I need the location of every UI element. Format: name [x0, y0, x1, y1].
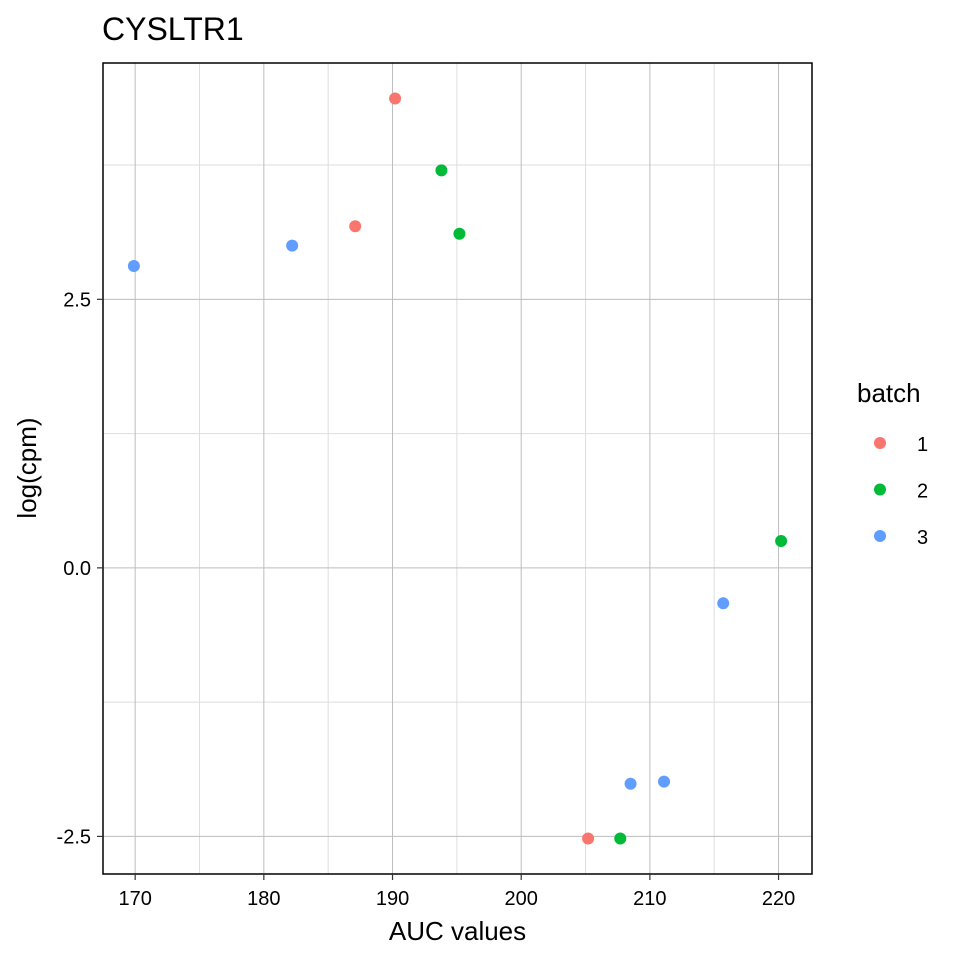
data-points — [127, 92, 788, 845]
data-point-batch-2 — [435, 164, 448, 177]
legend-label-2: 2 — [917, 481, 928, 503]
chart-title: CYSLTR1 — [102, 11, 244, 47]
y-axis: -2.5 0.0 2.5 — [57, 289, 103, 848]
data-point-batch-2 — [453, 227, 466, 240]
legend-items: 1 2 3 — [874, 434, 928, 549]
data-point-batch-1 — [389, 92, 402, 105]
data-point-batch-3 — [658, 775, 671, 788]
legend-label-1: 1 — [917, 434, 928, 456]
data-point-batch-3 — [127, 260, 140, 273]
legend-key-2 — [874, 483, 886, 496]
legend-title: batch — [857, 378, 921, 408]
x-tick-label: 190 — [376, 888, 409, 910]
legend-key-1 — [874, 437, 886, 449]
data-point-batch-3 — [624, 777, 637, 790]
x-axis: 170 180 190 200 210 220 — [118, 874, 795, 910]
data-point-batch-3 — [286, 239, 299, 252]
grid-major — [103, 63, 812, 874]
x-axis-title: AUC values — [389, 916, 526, 946]
legend: batch 1 2 3 — [857, 378, 928, 549]
legend-label-3: 3 — [917, 527, 928, 549]
data-point-batch-2 — [614, 832, 627, 845]
grid-minor — [103, 63, 812, 874]
data-point-batch-1 — [349, 220, 362, 233]
x-tick-label: 220 — [762, 888, 795, 910]
legend-key-3 — [874, 530, 886, 542]
y-tick-label: 2.5 — [63, 289, 91, 311]
x-tick-label: 170 — [118, 888, 151, 910]
plot-panel — [102, 62, 813, 875]
data-point-batch-1 — [582, 832, 595, 845]
data-point-batch-3 — [717, 597, 730, 610]
y-tick-label: 0.0 — [63, 558, 91, 580]
x-tick-label: 210 — [633, 888, 666, 910]
y-axis-title: log(cpm) — [12, 417, 42, 518]
y-tick-label: -2.5 — [57, 826, 91, 848]
x-tick-label: 200 — [505, 888, 538, 910]
data-point-batch-2 — [775, 535, 788, 548]
x-tick-label: 180 — [247, 888, 280, 910]
